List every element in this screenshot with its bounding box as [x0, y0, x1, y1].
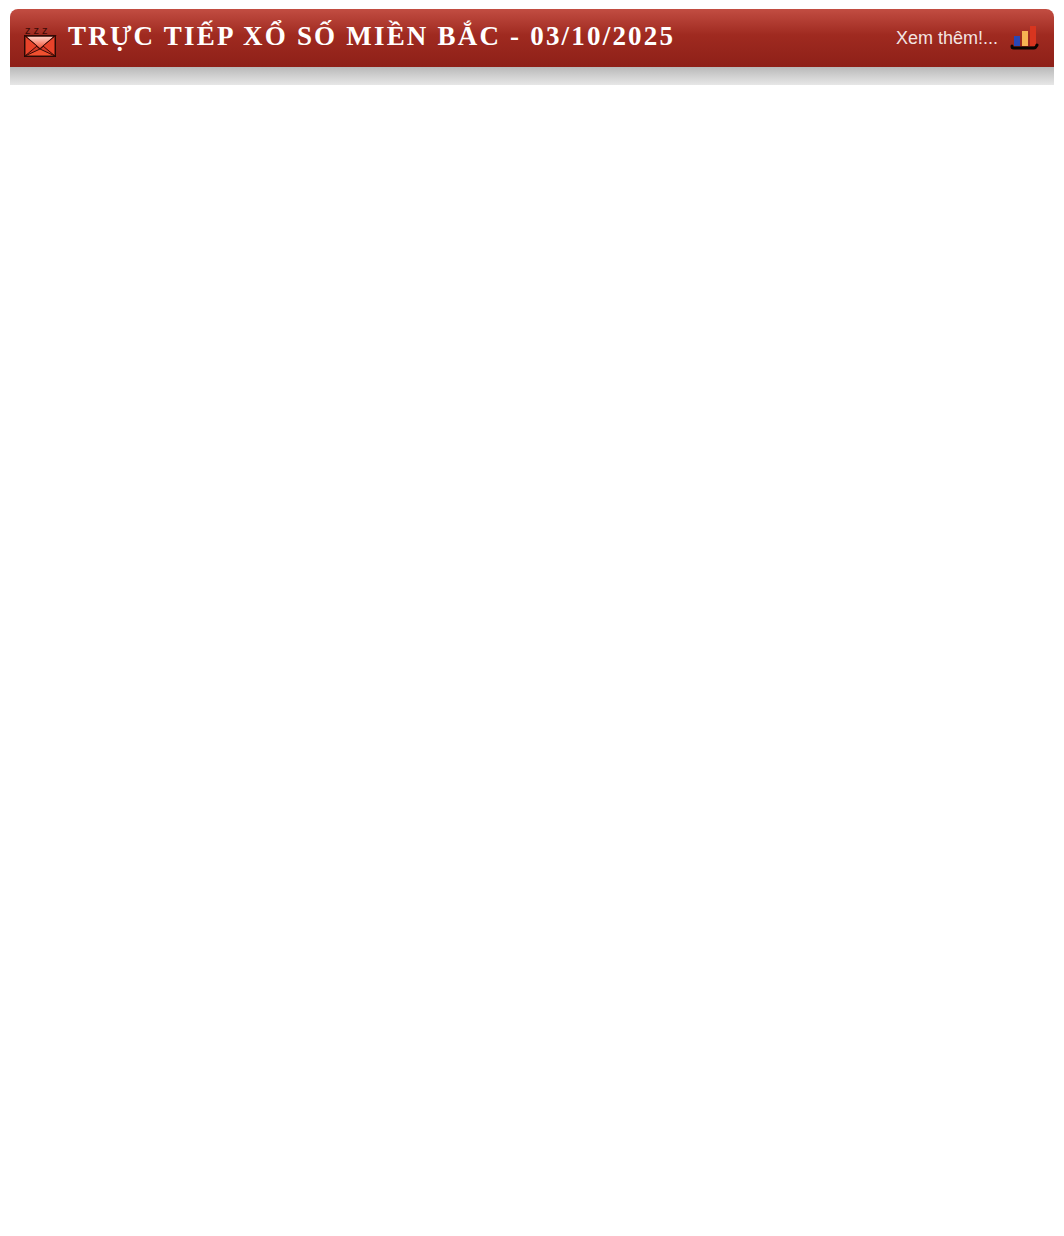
svg-text:z z z: z z z [25, 24, 48, 36]
